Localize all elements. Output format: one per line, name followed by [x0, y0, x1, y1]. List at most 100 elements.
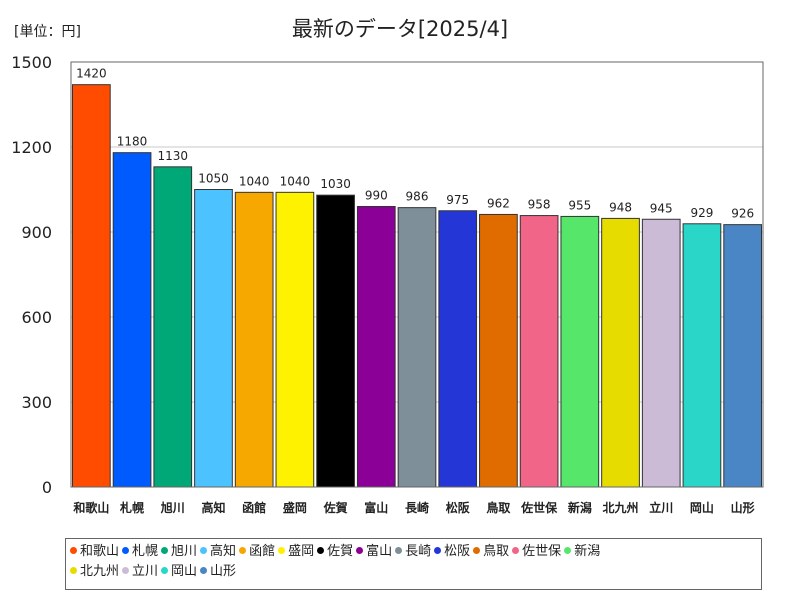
- legend-label: 立川: [132, 564, 159, 579]
- bar: [397, 207, 437, 488]
- data-label: 990: [365, 189, 388, 203]
- bar: [234, 191, 274, 488]
- legend-marker: [239, 547, 247, 554]
- legend-item: 旭川: [161, 542, 197, 562]
- x-tick-label: 佐世保: [520, 500, 558, 515]
- legend-label: 松阪: [444, 544, 471, 559]
- x-tick-label: 函館: [242, 500, 266, 515]
- unit-label: [単位：円]: [14, 24, 81, 40]
- legend-label: 富山: [366, 544, 393, 559]
- legend-item: 佐賀: [317, 542, 353, 562]
- y-tick-label: 300: [21, 393, 52, 412]
- legend-marker: [317, 547, 325, 554]
- legend-label: 岡山: [171, 564, 198, 579]
- bar: [112, 152, 152, 488]
- legend-label: 佐賀: [327, 544, 354, 559]
- data-label: 986: [406, 190, 429, 204]
- legend-marker: [70, 547, 77, 554]
- x-tick-label: 長崎: [405, 500, 429, 515]
- legend-marker: [278, 547, 286, 554]
- legend-marker: [512, 547, 520, 554]
- data-label: 926: [731, 207, 754, 221]
- data-label: 1130: [157, 149, 188, 163]
- data-label: 929: [690, 206, 713, 220]
- x-tick-label: 佐賀: [323, 500, 348, 515]
- data-label: 945: [650, 201, 673, 215]
- x-tick-label: 新潟: [568, 500, 592, 515]
- data-label: 1420: [76, 67, 107, 81]
- legend-item: 札幌: [122, 542, 158, 562]
- bar: [479, 213, 518, 488]
- legend-label: 旭川: [171, 544, 198, 559]
- legend-item: 北九州: [70, 562, 119, 582]
- legend-marker: [70, 567, 77, 574]
- bar: [316, 194, 355, 488]
- bar: [519, 215, 559, 488]
- chart-title: 最新のデータ[2025/4]: [292, 17, 508, 41]
- data-label: 1180: [117, 135, 148, 149]
- legend-marker: [161, 547, 169, 554]
- legend-item: 山形: [200, 562, 236, 582]
- bar-chart: 最新のデータ[2025/4] [単位：円] 0 300 600 900 1200 1500 14…: [11, 17, 764, 515]
- bar: [601, 217, 640, 488]
- legend-label: 長崎: [405, 544, 432, 559]
- legend-marker: [564, 547, 572, 554]
- x-tick-label: 北九州: [603, 500, 639, 515]
- legend-item: 函館: [239, 542, 275, 562]
- legend-label: 盛岡: [288, 544, 315, 559]
- y-tick-label: 1200: [11, 138, 52, 157]
- legend-item: 和歌山: [70, 542, 119, 562]
- plot-border: [70, 61, 764, 488]
- legend-item: 岡山: [161, 562, 197, 582]
- data-label: 962: [487, 196, 510, 210]
- legend-item: 高知: [200, 542, 236, 562]
- legend-item: 松阪: [434, 542, 470, 562]
- data-label: 1050: [198, 172, 229, 186]
- y-tick-label: 1500: [11, 53, 52, 72]
- data-label: 1040: [280, 174, 311, 188]
- legend-label: 山形: [210, 564, 237, 579]
- data-label: 955: [568, 198, 591, 212]
- x-tick-label: 松阪: [446, 500, 471, 515]
- legend-label: 北九州: [80, 564, 120, 579]
- bar: [560, 215, 600, 488]
- y-tick-label: 0: [42, 478, 52, 497]
- x-tick-label: 立川: [649, 500, 673, 515]
- legend-label: 高知: [210, 544, 237, 559]
- bar: [153, 166, 193, 488]
- x-tick-label: 富山: [364, 500, 388, 515]
- data-label: 958: [528, 198, 551, 212]
- legend-item: 佐世保: [512, 542, 561, 562]
- legend-label: 鳥取: [483, 544, 510, 559]
- legend-marker: [200, 567, 208, 574]
- legend-item: 長崎: [395, 542, 431, 562]
- x-tick-label: 鳥取: [486, 500, 510, 515]
- y-tick-label: 900: [21, 223, 52, 242]
- legend-label: 新潟: [574, 544, 601, 559]
- y-tick-label: 600: [21, 308, 52, 327]
- bar: [72, 84, 111, 488]
- x-tick-label: 山形: [731, 500, 755, 515]
- bar: [438, 210, 478, 488]
- x-tick-label: 札幌: [119, 500, 144, 515]
- chart-legend: 和歌山 札幌 旭川 高知 函館 盛岡 佐賀 富山 長崎 松阪 鳥取 佐世保 新潟北九州 立川 岡山 山形: [65, 538, 762, 590]
- x-tick-label: 盛岡: [283, 500, 307, 515]
- bar: [275, 191, 315, 488]
- legend-marker: [161, 567, 169, 574]
- legend-label: 和歌山: [80, 544, 120, 559]
- bar: [723, 224, 763, 488]
- legend-marker: [473, 547, 481, 554]
- data-label: 948: [609, 200, 632, 214]
- legend-marker: [122, 547, 130, 554]
- legend-marker: [122, 567, 130, 574]
- x-tick-label: 高知: [201, 500, 225, 515]
- legend-marker: [434, 547, 442, 554]
- legend-marker: [200, 547, 208, 554]
- data-label: 1030: [320, 177, 351, 191]
- legend-item: 新潟: [564, 542, 600, 562]
- x-tick-label: 和歌山: [72, 500, 109, 515]
- legend-marker: [356, 547, 364, 554]
- bar: [641, 218, 681, 488]
- data-label: 1040: [239, 174, 270, 188]
